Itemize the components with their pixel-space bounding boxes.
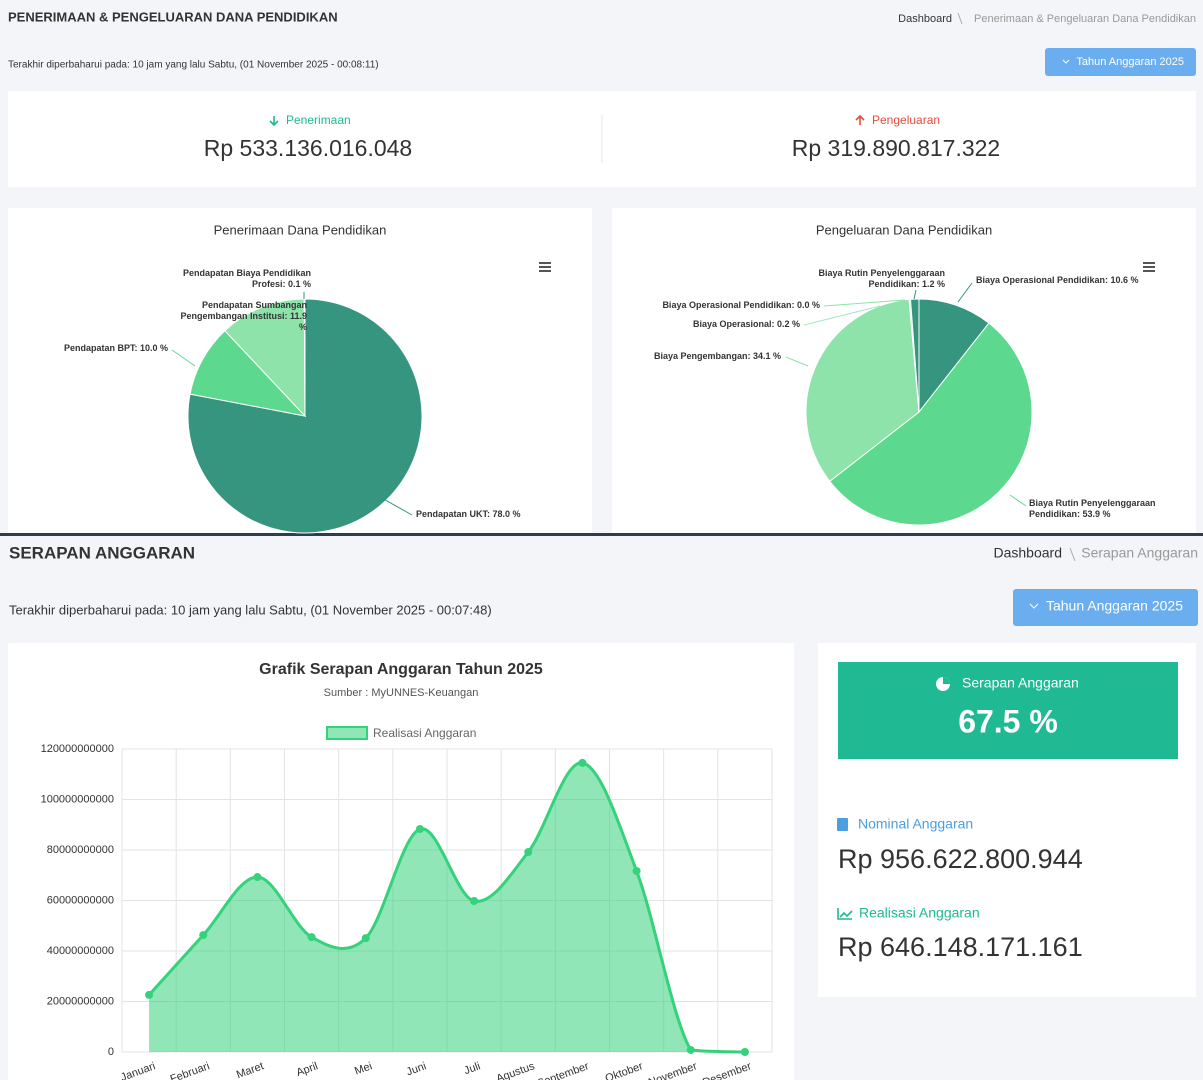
expense-value: Rp 319.890.817.322 — [792, 135, 1000, 161]
point — [578, 758, 587, 767]
data-label: Pendapatan Sumbangan Pengembangan Institu… — [180, 300, 307, 332]
pie-slice — [918, 298, 990, 414]
updated-text: Terakhir diperbaharui pada: 10 jam yang … — [9, 602, 492, 617]
data-label: Biaya Rutin Penyelenggaraan Pendidikan: 1… — [818, 268, 945, 289]
data-label: Biaya Pengembangan: 34.1 % — [654, 351, 781, 361]
point — [740, 1048, 749, 1056]
x-tick-label: Mei — [353, 1060, 374, 1077]
y-tick-label: 40000000000 — [47, 945, 114, 957]
data-label: Biaya Operasional Pendidikan: 10.6 % — [976, 275, 1139, 285]
breadcrumb-current: Penerimaan & Pengeluaran Dana Pendidikan — [974, 13, 1196, 25]
chevron-icon — [1062, 59, 1070, 64]
point — [686, 1045, 695, 1054]
legend-label: Realisasi Anggaran — [373, 726, 476, 740]
point — [307, 933, 316, 942]
breadcrumb-current: Serapan Anggaran — [1081, 545, 1198, 561]
leader-line — [379, 496, 413, 516]
breadcrumb-separator — [1069, 547, 1076, 562]
page-title: PENERIMAAN & PENGELUARAN DANA PENDIDIKAN — [8, 9, 338, 24]
pie-slice — [909, 298, 920, 413]
chart-title: Pengeluaran Dana Pendidikan — [816, 222, 992, 237]
chart-subtitle: Sumber : MyUNNES-Keuangan — [324, 687, 479, 699]
point — [199, 931, 208, 940]
pie-slice — [303, 298, 306, 417]
pie-slice — [805, 298, 920, 482]
data-label: Biaya Operasional: 0.2 % — [693, 319, 800, 329]
leader-line — [823, 299, 906, 307]
nominal-label: Nominal Anggaran — [858, 816, 973, 832]
button-label[interactable]: Tahun Anggaran 2025 — [1076, 56, 1184, 68]
menu-icon[interactable] — [539, 262, 551, 272]
realization-label: Realisasi Anggaran — [859, 905, 980, 921]
nominal-value: Rp 956.622.800.944 — [838, 844, 1083, 874]
pie-icon — [936, 677, 950, 691]
point — [361, 934, 370, 943]
breadcrumb-link[interactable]: Dashboard — [994, 545, 1063, 561]
up-arrow-icon — [855, 114, 865, 125]
point — [470, 897, 479, 906]
data-label: Biaya Operasional Pendidikan: 0.0 % — [662, 300, 820, 310]
pie-slice — [189, 330, 307, 417]
point — [632, 866, 641, 875]
absorption-box — [838, 662, 1178, 759]
point — [253, 873, 262, 882]
data-label: Pendapatan UKT: 78.0 % — [416, 509, 521, 519]
point — [524, 848, 533, 857]
breadcrumb-link[interactable]: Dashboard — [898, 13, 952, 25]
y-tick-label: 20000000000 — [47, 995, 114, 1007]
data-label: Biaya Rutin Penyelenggaraan Pendidikan: 5… — [1029, 498, 1156, 519]
leader-line — [171, 349, 196, 367]
chart-icon — [837, 908, 853, 920]
data-label: Pendapatan BPT: 10.0 % — [64, 343, 168, 353]
data-label: Pendapatan Biaya Pendidikan Profesi: 0.1 … — [183, 268, 311, 289]
y-tick-label: 60000000000 — [47, 894, 114, 906]
legend-swatch — [326, 726, 368, 740]
year-button[interactable] — [1013, 589, 1198, 626]
leader-line — [785, 356, 809, 367]
chevron-icon — [1029, 603, 1039, 609]
leader-line — [957, 282, 973, 303]
breadcrumb-separator — [957, 12, 963, 25]
realization-value: Rp 646.148.171.161 — [838, 932, 1083, 962]
income-label: Penerimaan — [286, 113, 351, 127]
point — [145, 990, 154, 999]
income-value: Rp 533.136.016.048 — [204, 135, 412, 161]
absorption-percent: 67.5 % — [958, 703, 1058, 739]
area — [149, 762, 745, 1052]
page-title: SERAPAN ANGGARAN — [9, 543, 195, 562]
expense-label: Pengeluaran — [872, 113, 940, 127]
year-button[interactable] — [1045, 48, 1196, 76]
pie-slice — [829, 322, 1033, 526]
chart-title: Penerimaan Dana Pendidikan — [214, 222, 387, 237]
leader-line — [913, 289, 917, 300]
chart-title: Grafik Serapan Anggaran Tahun 2025 — [259, 661, 543, 678]
down-arrow-icon — [269, 116, 279, 127]
pie-slice — [224, 298, 306, 418]
absorption-title: Serapan Anggaran — [962, 675, 1079, 691]
book-icon — [837, 818, 848, 831]
updated-text: Terakhir diperbaharui pada: 10 jam yang … — [8, 60, 379, 71]
button-label[interactable]: Tahun Anggaran 2025 — [1046, 598, 1183, 614]
leader-line — [803, 305, 881, 326]
y-tick-label: 120000000000 — [41, 743, 114, 755]
x-tick-label: Juli — [462, 1060, 482, 1077]
y-tick-label: 0 — [108, 1046, 114, 1058]
leader-line — [1009, 494, 1027, 507]
menu-icon[interactable] — [1143, 262, 1155, 272]
point — [415, 825, 424, 834]
y-tick-label: 80000000000 — [47, 844, 114, 856]
separator — [0, 533, 1203, 536]
y-tick-label: 100000000000 — [41, 793, 114, 805]
